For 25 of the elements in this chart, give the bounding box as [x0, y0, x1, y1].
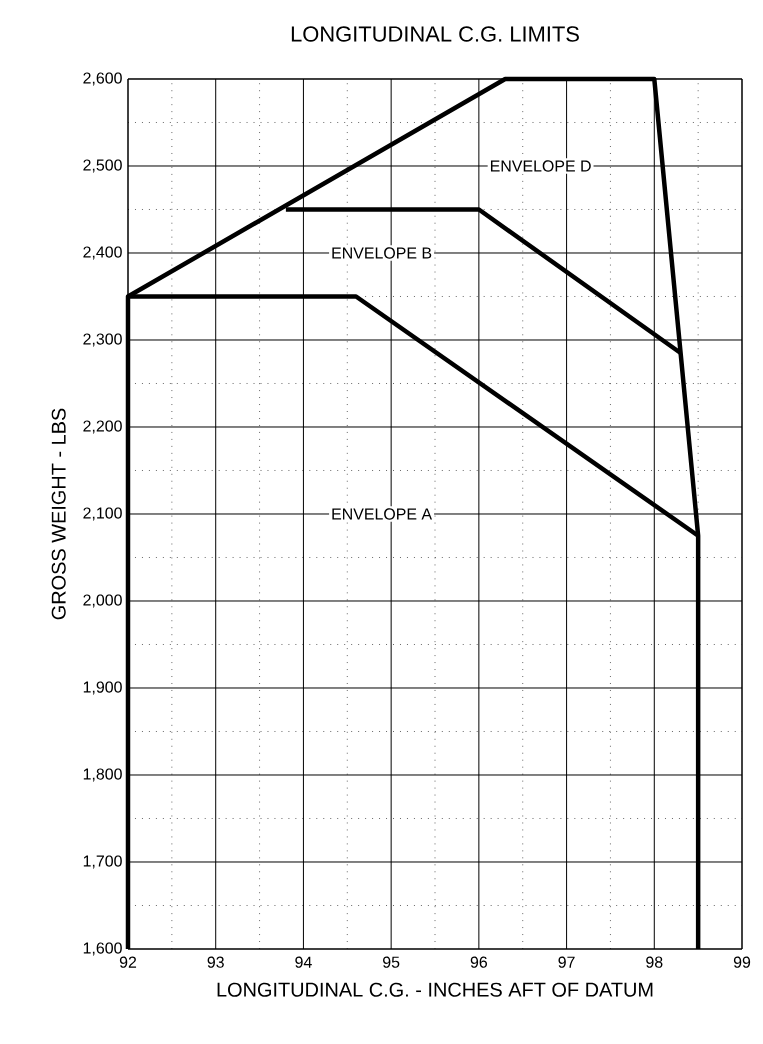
y-tick-label: 1,800	[83, 768, 122, 782]
y-tick-label: 2,300	[83, 333, 122, 347]
annotation: ENVELOPE D	[490, 160, 591, 172]
annotation: ENVELOPE A	[332, 508, 433, 520]
annotation: ENVELOPE B	[332, 247, 432, 259]
y-tick-label: 2,000	[83, 594, 122, 608]
y-tick-label: 2,500	[83, 159, 122, 173]
y-tick-label: 1,900	[83, 681, 122, 695]
x-tick-label: 95	[383, 956, 400, 968]
y-tick-label: 2,100	[83, 507, 122, 521]
chart-title: LONGITUDINAL C.G. LIMITS	[291, 26, 579, 42]
x-tick-label: 99	[733, 956, 751, 968]
y-tick-label: 1,600	[83, 942, 122, 956]
x-tick-label: 94	[295, 956, 312, 968]
y-tick-label: 2,600	[83, 72, 122, 86]
y-tick-label: 1,700	[83, 855, 122, 869]
y-tick-label: 2,400	[83, 246, 122, 260]
x-tick-label: 97	[558, 956, 575, 968]
x-axis-title: LONGITUDINAL C.G. - INCHES AFT OF DATUM	[217, 982, 653, 997]
x-tick-label: 92	[119, 956, 137, 968]
x-tick-label: 93	[207, 956, 224, 968]
y-tick-label: 2,200	[83, 420, 122, 434]
x-tick-label: 98	[646, 956, 663, 968]
x-tick-label: 96	[470, 956, 488, 968]
y-axis-title: GROSS WEIGHT - LBS	[51, 408, 66, 620]
